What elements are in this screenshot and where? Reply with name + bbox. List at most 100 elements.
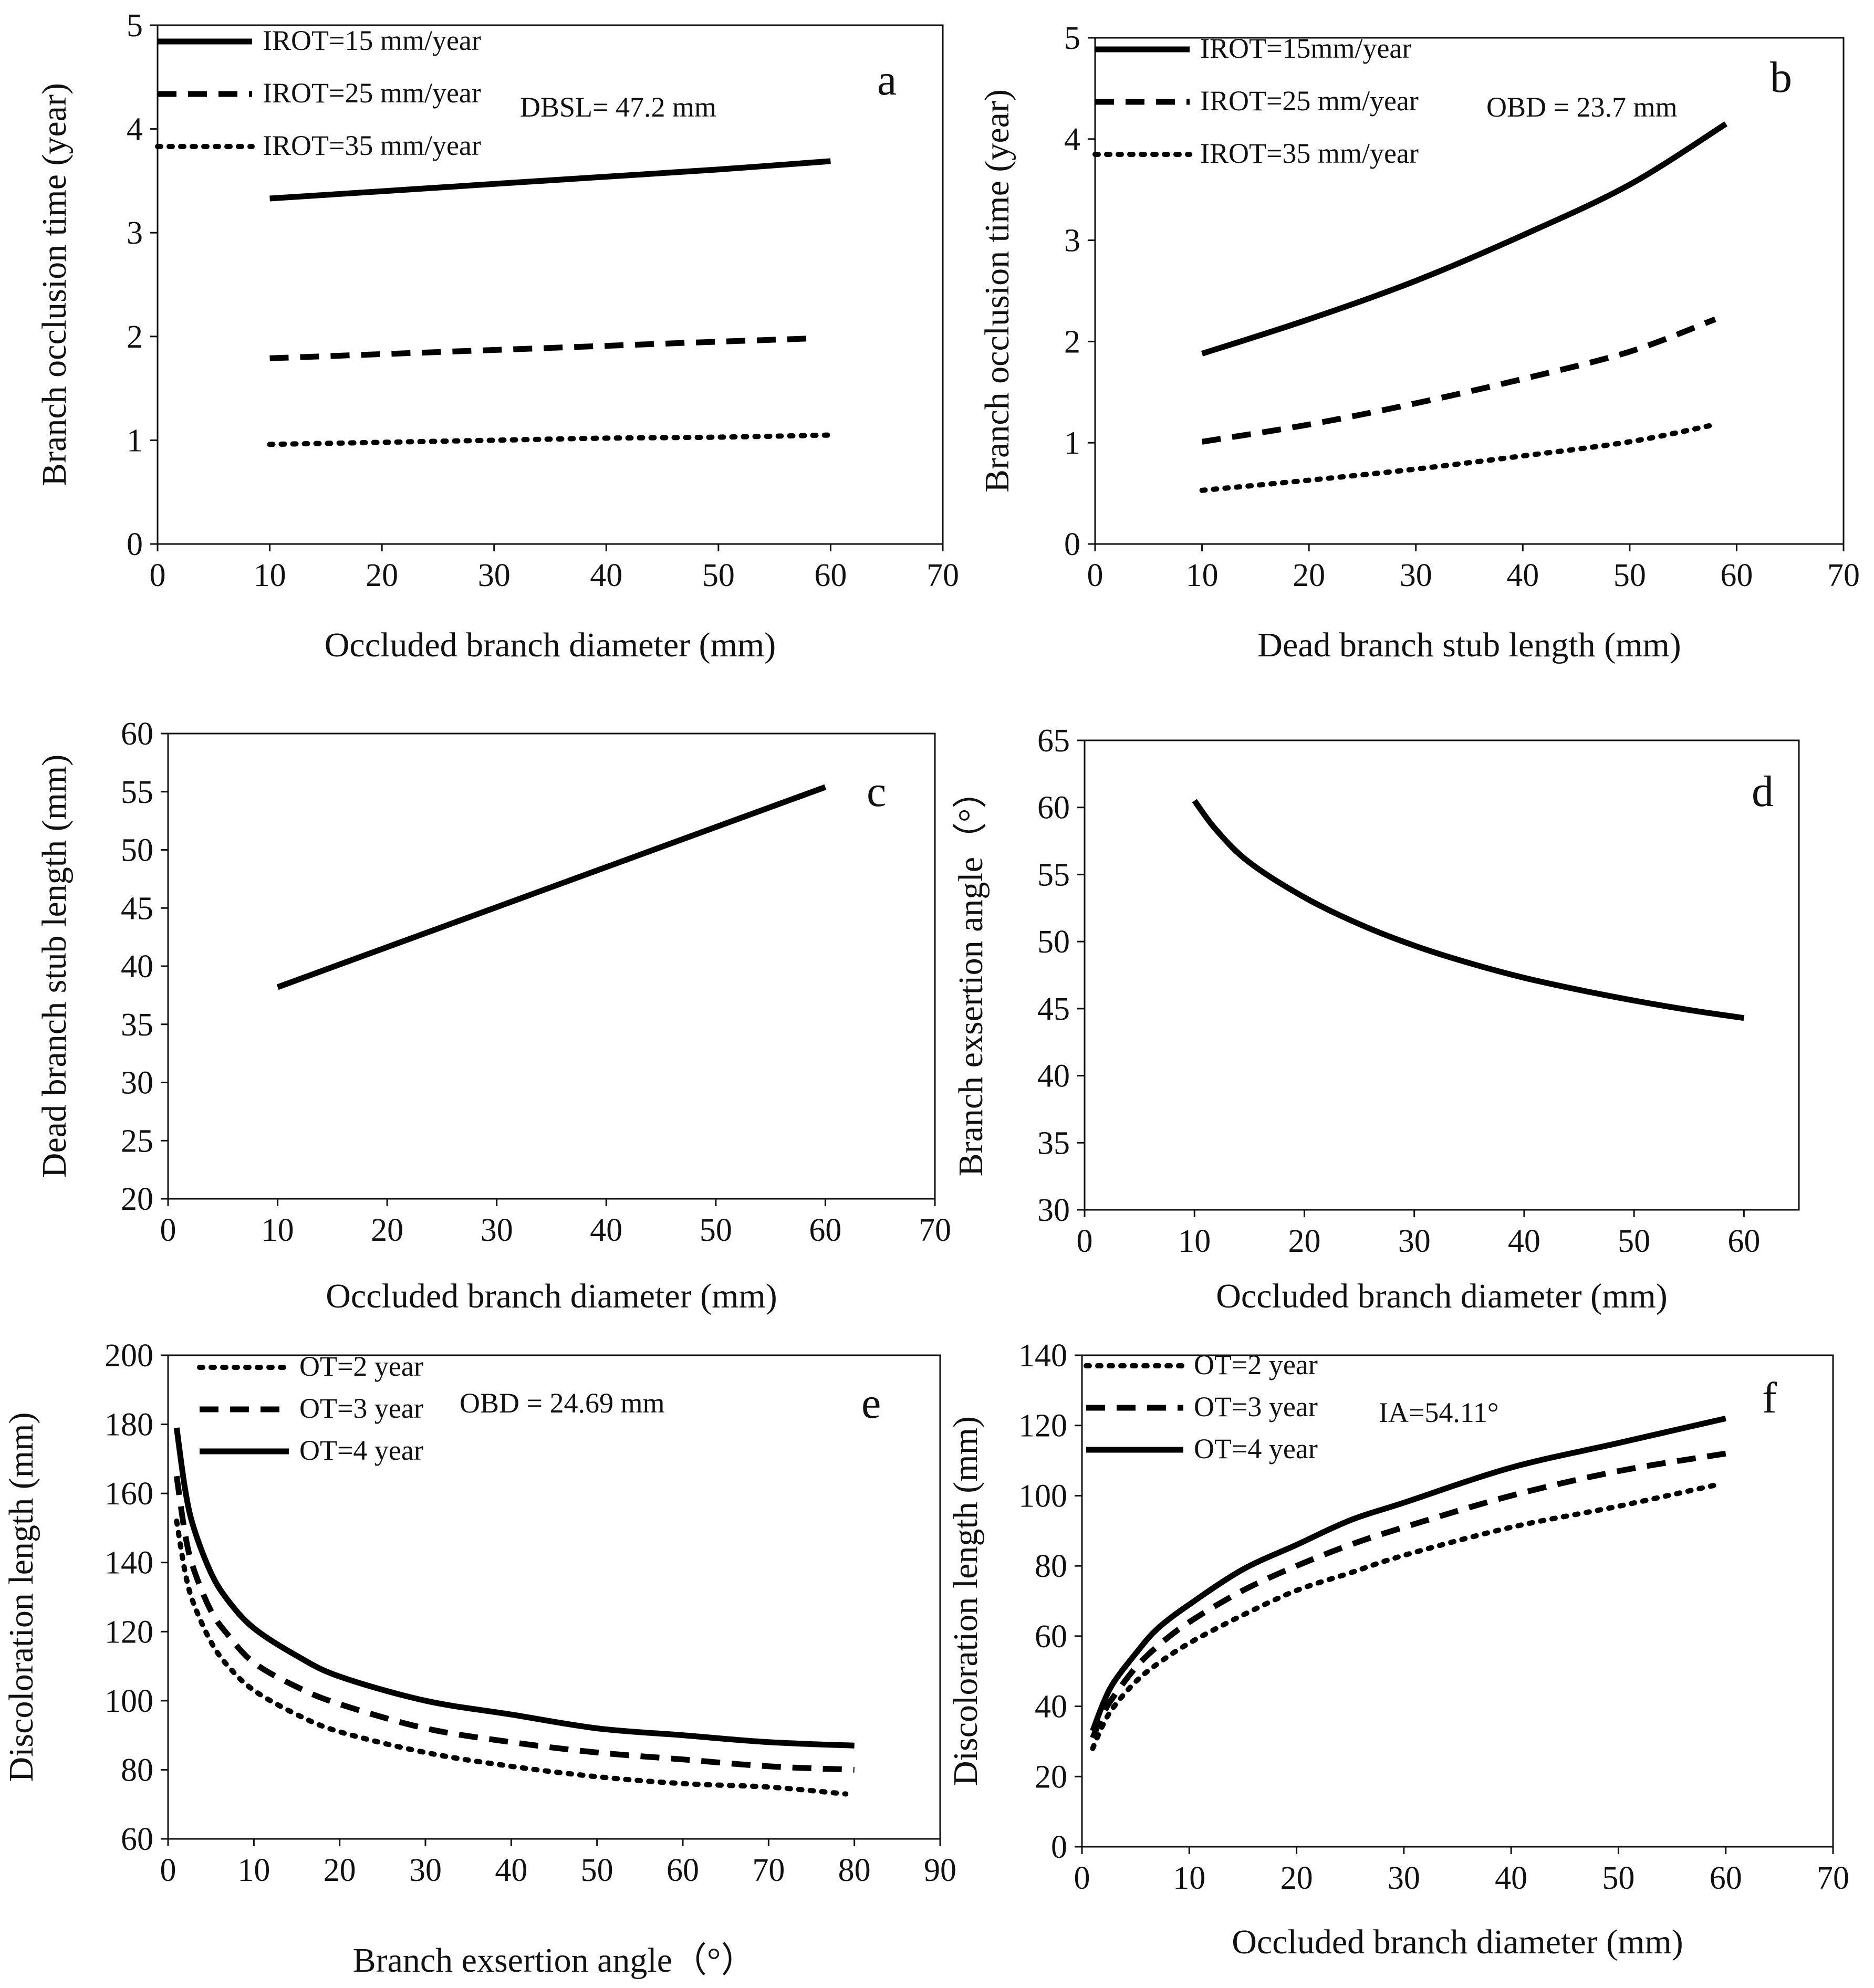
panel-letter: f [1762, 1374, 1777, 1422]
x-tick-label: 20 [1293, 558, 1325, 593]
x-tick-label: 10 [237, 1853, 270, 1888]
panel-letter: e [861, 1379, 881, 1428]
y-tick-label: 45 [1037, 991, 1070, 1027]
y-tick-label: 100 [1018, 1478, 1067, 1514]
x-axis-title: Branch exsertion angle（°） [353, 1941, 756, 1980]
x-tick-label: 30 [1398, 1223, 1431, 1259]
chart-panel-e: 0 10 20 30 40 50 60 70 80 90 60 80 100 120 140 160 180 20… [2, 1338, 956, 1980]
series-line-dashed [269, 336, 808, 361]
y-tick-label: 140 [105, 1545, 153, 1581]
legend-label: OT=4 year [1194, 1433, 1318, 1464]
x-tick-label: 40 [495, 1853, 527, 1888]
panel-letter: d [1752, 767, 1774, 816]
x-tick-label: 40 [1508, 1223, 1540, 1259]
y-tick-label: 40 [1037, 1059, 1070, 1094]
series-line-solid [276, 784, 827, 990]
series-line-dotted [174, 1518, 849, 1797]
x-tick-label: 60 [809, 1212, 841, 1248]
x-tick-label: 30 [478, 558, 511, 593]
y-tick-label: 55 [1037, 857, 1070, 893]
y-tick-label: 3 [1064, 223, 1080, 259]
y-tick-label: 0 [127, 527, 143, 562]
y-tick-label: 30 [121, 1065, 153, 1101]
y-tick-label: 65 [1037, 723, 1070, 759]
series-line-solid [173, 1427, 855, 1749]
series-line-dashed [1201, 316, 1716, 445]
y-tick-label: 5 [127, 8, 143, 44]
x-tick-label: 70 [1817, 1860, 1849, 1896]
x-tick-label: 60 [667, 1853, 699, 1888]
y-tick-label: 60 [121, 1822, 153, 1857]
y-axis-title: Discoloration length (mm) [2, 1412, 40, 1782]
x-tick-label: 70 [926, 558, 959, 593]
x-tick-label: 0 [160, 1212, 176, 1248]
legend-label: IROT=15 mm/year [263, 25, 481, 56]
x-tick-label: 30 [1400, 558, 1432, 593]
y-axis-title: Dead branch stub length (mm) [35, 755, 74, 1178]
x-tick-label: 50 [1618, 1223, 1650, 1259]
y-tick-label: 120 [105, 1614, 153, 1650]
series-line-solid [1201, 121, 1728, 357]
chart-panel-f: 0 10 20 30 40 50 60 70 0 20 40 60 80 100 120 140 Occlude… [946, 1338, 1849, 1961]
y-tick-label: 35 [1037, 1125, 1070, 1161]
chart-panel-a: 0 10 20 30 40 50 60 70 0 1 2 3 4 5 Occluded branch dia… [35, 8, 959, 664]
constant-annotation: DBSL= 47.2 mm [520, 91, 716, 123]
y-tick-label: 30 [1037, 1192, 1070, 1228]
x-tick-label: 10 [1186, 558, 1219, 593]
y-tick-label: 35 [121, 1007, 153, 1043]
x-tick-label: 90 [924, 1853, 956, 1888]
x-tick-label: 0 [1074, 1860, 1090, 1896]
y-tick-label: 5 [1064, 20, 1080, 56]
x-tick-label: 70 [1827, 558, 1860, 593]
y-tick-label: 80 [121, 1752, 153, 1788]
y-tick-label: 55 [121, 775, 153, 810]
y-tick-label: 4 [127, 112, 143, 148]
x-tick-label: 10 [1173, 1860, 1205, 1896]
x-tick-label: 10 [1178, 1223, 1211, 1259]
y-tick-label: 2 [1064, 324, 1080, 360]
series-line-dotted [267, 432, 834, 447]
x-tick-label: 20 [371, 1212, 403, 1248]
panel-letter: c [867, 767, 886, 816]
x-tick-label: 40 [590, 558, 622, 593]
x-tick-label: 0 [1087, 558, 1103, 593]
plot-frame-a [157, 24, 944, 545]
plot-frame-b [1094, 37, 1845, 545]
chart-panel-b: 0 10 20 30 40 50 60 70 0 1 2 3 4 5 Dead branch stub le… [978, 20, 1860, 664]
x-tick-label: 50 [581, 1853, 613, 1888]
x-tick-label: 0 [160, 1853, 176, 1888]
y-tick-label: 40 [121, 949, 153, 985]
y-tick-label: 60 [1035, 1619, 1067, 1655]
x-tick-label: 0 [1077, 1223, 1093, 1259]
y-axis-title: Branch occlusion time (year) [35, 83, 74, 486]
legend-label: IROT=25 mm/year [1200, 85, 1419, 117]
y-tick-label: 20 [1035, 1759, 1067, 1795]
plot-frame-c [167, 733, 936, 1200]
constant-annotation: OBD = 23.7 mm [1486, 91, 1677, 123]
y-tick-label: 4 [1064, 122, 1080, 158]
plot-frame-f [1081, 1354, 1834, 1848]
x-tick-label: 20 [1280, 1860, 1313, 1896]
x-tick-label: 30 [481, 1212, 513, 1248]
y-tick-label: 3 [127, 215, 143, 251]
x-tick-label: 20 [324, 1853, 356, 1888]
legend-label: OT=3 year [1194, 1391, 1318, 1422]
x-tick-label: 60 [1720, 558, 1753, 593]
y-tick-label: 60 [121, 716, 153, 752]
legend-label: OT=4 year [299, 1435, 423, 1466]
series-line-dashed [173, 1476, 855, 1773]
panel-letter: b [1770, 53, 1792, 102]
x-tick-label: 0 [150, 558, 166, 593]
chart-panel-c: 0 10 20 30 40 50 60 70 20 25 30 35 40 45 50 55 60 Occlude… [35, 716, 951, 1315]
x-tick-label: 40 [590, 1212, 622, 1248]
y-tick-label: 80 [1035, 1548, 1067, 1584]
y-tick-label: 50 [1037, 924, 1070, 960]
x-tick-label: 60 [814, 558, 847, 593]
series-line-dotted [1199, 422, 1718, 493]
y-tick-label: 60 [1037, 790, 1070, 826]
x-axis-title: Occluded branch diameter (mm) [326, 1277, 777, 1315]
series-line-solid [269, 158, 831, 202]
x-axis-title: Dead branch stub length (mm) [1257, 626, 1681, 664]
y-tick-label: 0 [1051, 1829, 1067, 1865]
